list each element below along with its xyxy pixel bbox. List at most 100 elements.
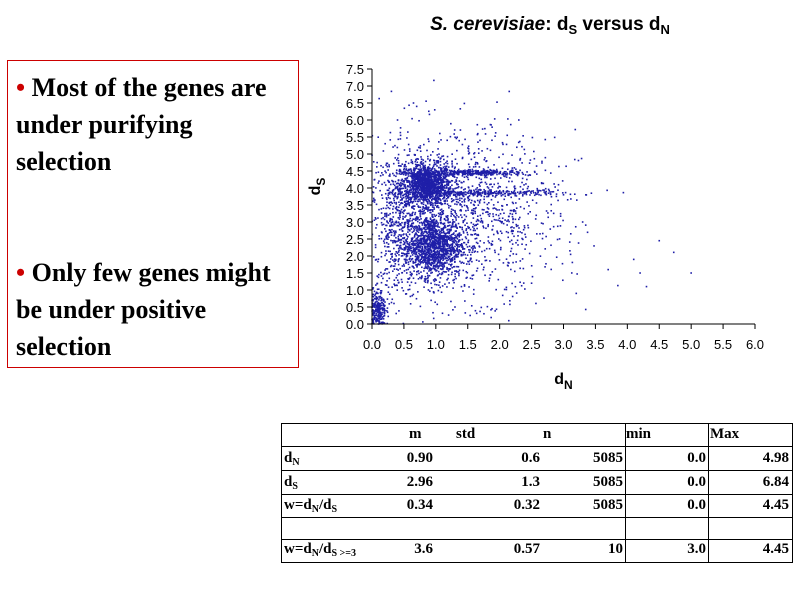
data-point bbox=[461, 181, 463, 184]
data-point bbox=[420, 249, 423, 252]
data-point bbox=[431, 245, 434, 248]
data-point bbox=[439, 256, 442, 259]
data-point bbox=[402, 215, 404, 218]
data-point bbox=[403, 243, 406, 245]
data-point bbox=[404, 216, 406, 218]
data-point bbox=[487, 173, 489, 176]
data-point bbox=[453, 173, 456, 176]
data-point bbox=[412, 179, 415, 181]
data-point bbox=[411, 174, 413, 176]
data-point bbox=[412, 230, 415, 233]
data-point bbox=[441, 242, 444, 244]
data-point bbox=[444, 181, 446, 183]
data-point bbox=[464, 218, 466, 221]
data-point bbox=[457, 193, 460, 195]
data-point bbox=[476, 187, 479, 189]
data-point bbox=[404, 190, 406, 193]
data-point bbox=[433, 191, 436, 193]
data-point bbox=[541, 237, 544, 240]
data-point bbox=[561, 192, 564, 194]
data-point bbox=[437, 289, 440, 292]
data-point bbox=[374, 303, 376, 306]
data-point bbox=[458, 236, 461, 238]
data-point bbox=[394, 193, 396, 195]
data-point bbox=[415, 195, 418, 197]
data-point bbox=[504, 195, 507, 197]
data-point bbox=[406, 241, 409, 243]
data-point bbox=[424, 207, 427, 209]
data-point bbox=[414, 195, 417, 197]
data-point bbox=[443, 248, 445, 250]
data-point bbox=[391, 231, 393, 234]
data-point bbox=[559, 212, 562, 215]
data-point bbox=[372, 298, 375, 301]
data-point bbox=[456, 250, 459, 253]
data-point bbox=[387, 243, 390, 245]
data-point bbox=[411, 185, 413, 188]
data-point bbox=[417, 146, 420, 149]
data-point bbox=[503, 175, 505, 177]
data-point bbox=[440, 183, 443, 186]
data-point bbox=[439, 242, 442, 245]
data-point bbox=[556, 225, 559, 228]
data-point bbox=[415, 219, 417, 222]
data-point bbox=[422, 180, 424, 182]
data-point bbox=[444, 200, 446, 202]
data-point bbox=[396, 268, 398, 271]
data-point bbox=[507, 219, 510, 221]
data-point bbox=[377, 288, 380, 291]
data-point bbox=[492, 213, 494, 215]
data-point bbox=[454, 203, 456, 205]
data-point bbox=[488, 189, 491, 191]
data-point bbox=[404, 247, 407, 250]
data-point bbox=[481, 221, 484, 224]
data-point bbox=[467, 172, 470, 174]
data-point bbox=[415, 184, 418, 186]
data-point bbox=[454, 136, 456, 139]
data-point bbox=[417, 243, 420, 246]
data-point bbox=[433, 163, 435, 166]
data-point bbox=[472, 192, 475, 195]
data-point bbox=[425, 234, 427, 237]
data-point bbox=[428, 179, 430, 181]
data-point bbox=[514, 218, 517, 221]
data-point bbox=[513, 235, 515, 238]
data-point bbox=[470, 202, 472, 204]
data-point bbox=[509, 209, 512, 212]
data-point bbox=[501, 173, 504, 176]
data-point bbox=[417, 217, 419, 219]
data-point bbox=[411, 212, 413, 215]
data-point bbox=[474, 207, 476, 210]
data-point bbox=[431, 167, 434, 170]
data-point bbox=[410, 159, 413, 161]
data-point bbox=[427, 206, 430, 209]
data-point bbox=[435, 263, 438, 266]
data-point bbox=[383, 213, 386, 215]
data-point bbox=[413, 193, 415, 196]
data-point bbox=[439, 192, 442, 195]
data-point bbox=[425, 200, 428, 202]
data-point bbox=[389, 204, 392, 206]
data-point bbox=[480, 178, 483, 181]
data-point bbox=[479, 240, 482, 242]
data-point bbox=[421, 248, 424, 251]
data-point bbox=[486, 207, 489, 209]
data-point bbox=[451, 257, 453, 260]
data-point bbox=[561, 180, 564, 182]
data-point bbox=[411, 251, 414, 253]
data-point bbox=[425, 183, 427, 186]
bullet-text: Most of the genes are under purifying se… bbox=[16, 73, 267, 176]
data-point bbox=[391, 202, 394, 205]
data-point bbox=[393, 223, 396, 226]
data-point bbox=[442, 236, 445, 239]
data-point bbox=[399, 267, 401, 270]
data-point bbox=[515, 225, 518, 228]
data-point bbox=[411, 294, 414, 297]
data-point bbox=[372, 319, 375, 321]
data-point bbox=[476, 227, 478, 230]
data-point bbox=[501, 167, 504, 170]
data-point bbox=[540, 182, 543, 185]
data-point bbox=[424, 164, 426, 167]
data-point bbox=[465, 257, 467, 260]
data-point bbox=[414, 192, 417, 195]
